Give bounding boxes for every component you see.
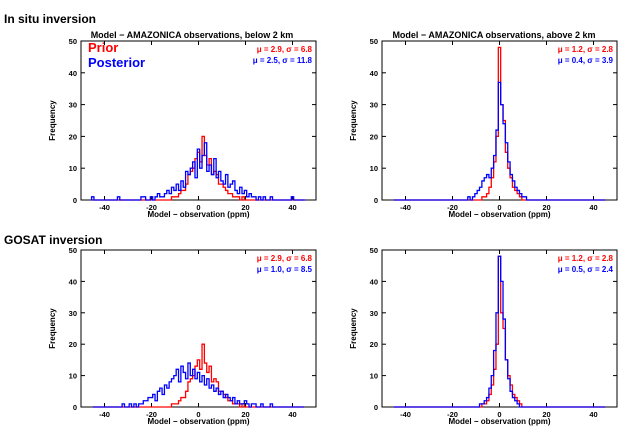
y-tick-label: 20 [370,132,378,141]
y-tick-label: 0 [374,196,378,205]
y-tick-label: 30 [69,309,77,318]
stat-prior: μ = 2.9, σ = 6.8 [257,254,313,263]
y-axis-label: Frequency [349,100,358,141]
x-tick-label: 20 [241,410,249,419]
y-axis-label: Frequency [349,308,358,349]
stat-posterior: μ = 0.4, σ = 3.9 [558,56,614,65]
x-tick-label: 0 [196,203,200,212]
y-tick-label: 0 [374,403,378,412]
section-title-in-situ: In situ inversion [4,12,96,26]
panel-title: Model − AMAZONICA observations, above 2 … [392,30,595,40]
y-tick-label: 50 [69,246,77,255]
x-tick-label: 0 [497,203,501,212]
y-axis-label: Frequency [48,308,57,349]
y-tick-label: 20 [69,340,77,349]
y-tick-label: 0 [73,403,77,412]
y-tick-label: 0 [73,196,77,205]
histogram-panel-above-2km-in-situ: Model − AMAZONICA observations, above 2 … [349,30,618,219]
y-tick-label: 10 [69,164,77,173]
legend-posterior: Posterior [88,55,145,70]
stat-posterior: μ = 2.5, σ = 11.8 [253,56,313,65]
series-posterior-step [393,81,606,201]
y-tick-label: 10 [370,372,378,381]
legend-prior: Prior [88,40,118,55]
y-tick-label: 50 [370,246,378,255]
x-tick-label: 20 [241,203,249,212]
x-tick-label: -20 [146,410,157,419]
stat-prior: μ = 1.2, σ = 2.8 [558,254,614,263]
y-axis-label: Frequency [48,100,57,141]
x-tick-label: -20 [447,410,458,419]
x-tick-label: 40 [288,410,296,419]
x-tick-label: 40 [288,203,296,212]
series-prior-step [92,135,305,201]
x-axis-label: Model − observation (ppm) [448,210,550,219]
section-title-gosat: GOSAT inversion [4,233,102,247]
x-tick-label: -40 [99,410,110,419]
x-tick-label: 20 [542,203,550,212]
x-axis-label: Model − observation (ppm) [147,210,249,219]
histogram-panel-below-2km-gosat: 0 10 20 30 40 50 -40 -20 0 20 40 Model − observatio… [48,246,317,426]
series-posterior-step [92,362,305,408]
y-tick-label: 30 [69,101,77,110]
x-axis-label: Model − observation (ppm) [147,417,249,426]
y-tick-label: 30 [370,101,378,110]
y-tick-label: 10 [370,164,378,173]
y-tick-label: 40 [370,277,378,286]
series-prior-step [393,46,606,201]
series-posterior-step [393,255,606,408]
histogram-panel-above-2km-gosat: 0 10 20 30 40 50 -40 -20 0 20 40 Model − observatio… [349,246,618,426]
x-tick-label: 0 [196,410,200,419]
stat-posterior: μ = 1.0, σ = 8.5 [257,265,313,274]
x-tick-label: 0 [497,410,501,419]
y-tick-label: 20 [69,132,77,141]
y-tick-label: 40 [69,69,77,78]
x-tick-label: 20 [542,410,550,419]
series-prior-step [92,343,305,408]
x-tick-label: -40 [400,203,411,212]
stat-prior: μ = 2.9, σ = 6.8 [257,45,313,54]
panel-title: Model − AMAZONICA observations, below 2 … [91,30,294,40]
x-tick-label: 40 [589,410,597,419]
y-tick-label: 20 [370,340,378,349]
stat-prior: μ = 1.2, σ = 2.8 [558,45,614,54]
y-tick-label: 50 [69,37,77,46]
y-tick-label: 10 [69,372,77,381]
histogram-panel-below-2km-in-situ: Model − AMAZONICA observations, below 2 … [48,30,317,219]
y-tick-label: 30 [370,309,378,318]
x-tick-label: -40 [400,410,411,419]
y-tick-label: 40 [69,277,77,286]
series-prior-step [393,255,606,408]
x-tick-label: 40 [589,203,597,212]
x-tick-label: -20 [146,203,157,212]
series-posterior-step [90,142,306,201]
x-tick-label: -40 [99,203,110,212]
x-tick-label: -20 [447,203,458,212]
stat-posterior: μ = 0.5, σ = 2.4 [558,265,614,274]
y-tick-label: 40 [370,69,378,78]
x-axis-label: Model − observation (ppm) [448,417,550,426]
y-tick-label: 50 [370,37,378,46]
